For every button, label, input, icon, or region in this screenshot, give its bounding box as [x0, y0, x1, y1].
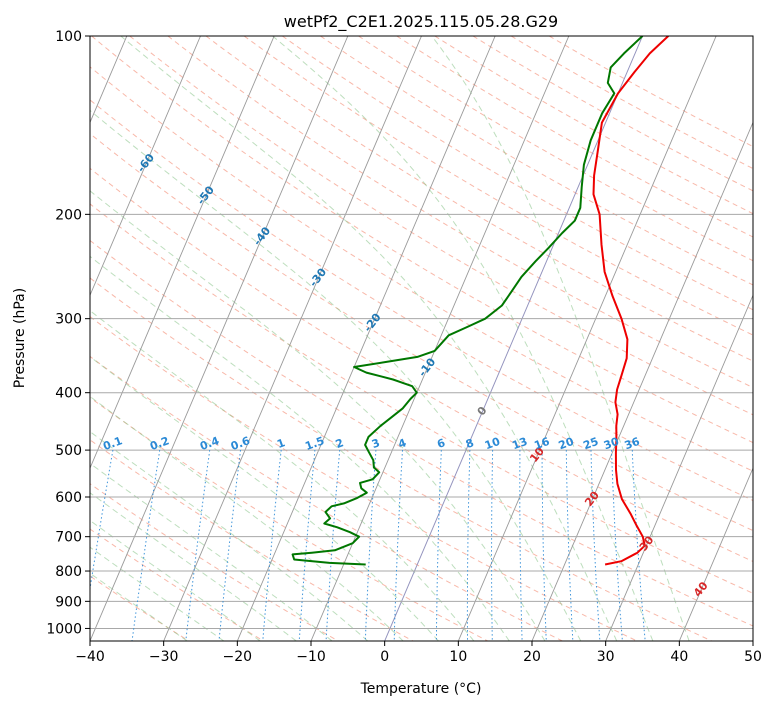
y-tick-label: 300 — [55, 312, 82, 328]
y-tick-label: 1000 — [46, 621, 82, 637]
x-tick-label: 40 — [670, 649, 688, 665]
x-tick-label: −20 — [223, 649, 253, 665]
x-tick-label: 20 — [523, 649, 541, 665]
x-tick-label: −40 — [75, 649, 105, 665]
x-tick-label: 50 — [744, 649, 762, 665]
y-axis-label: Pressure (hPa) — [12, 288, 28, 388]
x-tick-label: 10 — [449, 649, 467, 665]
x-tick-label: 0 — [380, 649, 389, 665]
x-tick-label: 30 — [597, 649, 615, 665]
y-tick-label: 800 — [55, 564, 82, 580]
x-tick-label: −30 — [149, 649, 179, 665]
y-tick-label: 700 — [55, 530, 82, 546]
y-tick-label: 400 — [55, 386, 82, 402]
y-tick-label: 900 — [55, 594, 82, 610]
y-tick-label: 200 — [55, 207, 82, 223]
y-tick-label: 500 — [55, 443, 82, 459]
chart-title: wetPf2_C2E1.2025.115.05.28.G29 — [284, 12, 558, 32]
y-tick-label: 100 — [55, 29, 82, 45]
y-tick-label: 600 — [55, 490, 82, 506]
x-tick-label: −10 — [296, 649, 326, 665]
x-axis-label: Temperature (°C) — [360, 681, 482, 697]
